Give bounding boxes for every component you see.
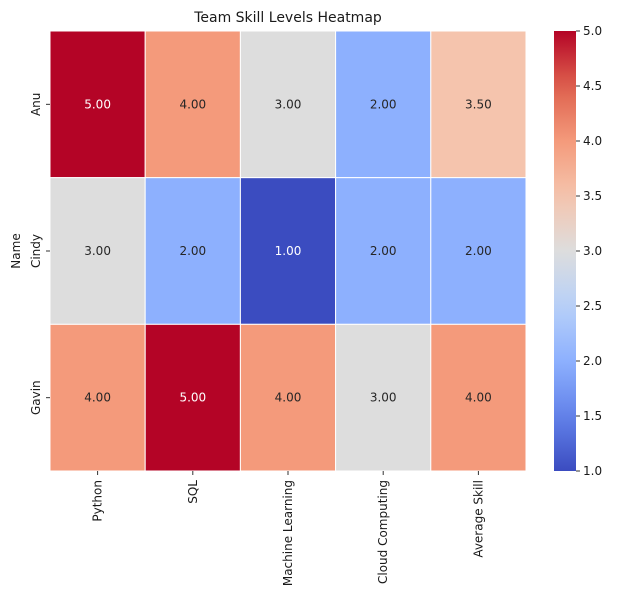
y-tick-labels: Anu Cindy Gavin: [29, 93, 50, 415]
y-tick-label: Cindy: [29, 234, 43, 268]
heatmap-cell: [335, 323, 432, 472]
y-axis-label: Name: [9, 233, 23, 268]
heatmap-cell: [239, 30, 337, 179]
cell-value-label: 4.00: [179, 97, 206, 111]
cell-value-label: 3.00: [84, 244, 111, 258]
cell-value-label: 2.00: [370, 244, 397, 258]
y-tick-label: Anu: [29, 93, 43, 116]
cell-value-label: 5.00: [179, 391, 206, 405]
colorbar-tick-label: 4.0: [583, 134, 602, 148]
colorbar-tick-label: 3.0: [583, 244, 602, 258]
cell-value-label: 3.00: [370, 391, 397, 405]
colorbar-tick-label: 3.5: [583, 189, 602, 203]
x-tick-label: Python: [91, 480, 105, 522]
cell-value-label: 1.00: [275, 244, 302, 258]
cell-value-label: 4.00: [465, 391, 492, 405]
heatmap-cells: [49, 30, 527, 472]
colorbar-tick-label: 1.5: [583, 409, 602, 423]
heatmap-cell: [49, 177, 146, 325]
heatmap-cell: [430, 30, 527, 179]
y-tick-label: Gavin: [29, 380, 43, 415]
cell-value-labels: 5.00 4.00 3.00 2.00 3.50 3.00 2.00 1.00 2.00 2.00…: [84, 97, 492, 404]
cell-value-label: 2.00: [370, 97, 397, 111]
colorbar-tick-label: 2.5: [583, 299, 602, 313]
x-tick-label: SQL: [186, 480, 200, 504]
x-tick-labels: Python SQL Machine Learning Cloud Computing…: [91, 471, 485, 586]
colorbar-tick-labels: 1.0 1.5 2.0 2.5 3.0 3.5 4.0 4.5 5.0: [576, 24, 602, 478]
heatmap-cell: [430, 177, 527, 325]
cell-value-label: 2.00: [465, 244, 492, 258]
cell-value-label: 4.00: [84, 391, 111, 405]
heatmap-cell: [335, 30, 432, 179]
heatmap-cell: [144, 323, 241, 472]
colorbar-tick-label: 1.0: [583, 464, 602, 478]
x-tick-label: Average Skill: [471, 480, 485, 558]
cell-value-label: 4.00: [275, 391, 302, 405]
heatmap-cell: [430, 323, 527, 472]
cell-value-label: 3.00: [275, 97, 302, 111]
heatmap-cell: [144, 30, 241, 179]
chart-title: Team Skill Levels Heatmap: [193, 10, 382, 26]
colorbar-tick-label: 2.0: [583, 354, 602, 368]
heatmap-cell: [49, 30, 146, 179]
colorbar: [554, 31, 576, 471]
cell-value-label: 2.00: [179, 244, 206, 258]
cell-value-label: 3.50: [465, 97, 492, 111]
heatmap-cell: [239, 323, 337, 472]
x-tick-label: Machine Learning: [281, 480, 295, 586]
colorbar-tick-label: 4.5: [583, 79, 602, 93]
cell-value-label: 5.00: [84, 97, 111, 111]
colorbar-tick-label: 5.0: [583, 24, 602, 38]
x-tick-label: Cloud Computing: [376, 480, 390, 584]
heatmap-cell: [239, 177, 337, 325]
